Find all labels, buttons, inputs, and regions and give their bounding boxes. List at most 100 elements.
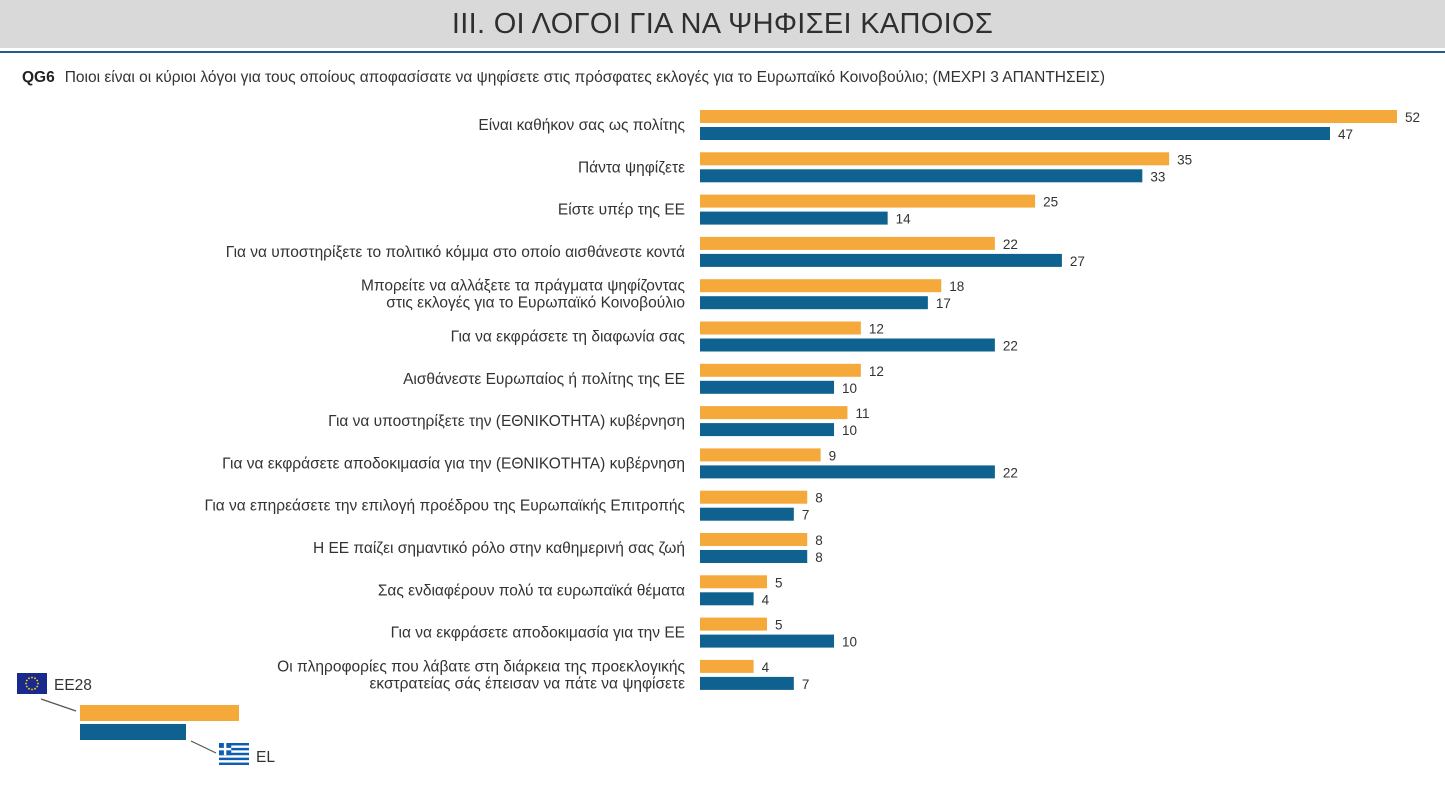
bar-el bbox=[700, 423, 835, 437]
eu-star bbox=[28, 687, 30, 690]
category-label: Για να εκφράσετε αποδοκιμασία για την ΕΕ bbox=[391, 625, 685, 642]
category-label-line: Οι πληροφορίες που λάβατε στη διάρκεια τ… bbox=[277, 658, 685, 675]
value-label-ee28: 18 bbox=[949, 279, 964, 294]
flag-stripe bbox=[219, 752, 249, 756]
eu-flag-icon bbox=[17, 673, 47, 694]
chart-row: Είστε υπέρ της ΕΕ 25 14 bbox=[558, 194, 1058, 227]
question: QG6 Ποιοι είναι οι κύριοι λόγοι για τους … bbox=[22, 69, 1105, 87]
eu-star bbox=[25, 682, 27, 685]
category-label-line: Για να εκφράσετε αποδοκιμασία για την (Ε… bbox=[222, 455, 685, 472]
chart-row: Για να εκφράσετε τη διαφωνία σας 12 22 bbox=[451, 321, 1018, 354]
legend: EE28 EL bbox=[17, 673, 275, 766]
category-label: Για να υποστηρίξετε το πολιτικό κόμμα στ… bbox=[226, 244, 685, 261]
category-label: Μπορείτε να αλλάξετε τα πράγματα ψηφίζον… bbox=[361, 278, 685, 312]
value-label-ee28: 9 bbox=[829, 448, 837, 463]
category-label-line: Πάντα ψηφίζετε bbox=[578, 159, 685, 176]
bar-ee28 bbox=[700, 279, 942, 293]
bar-el bbox=[700, 465, 995, 479]
chart-row: Για να εκφράσετε αποδοκιμασία για την (Ε… bbox=[222, 448, 1018, 480]
flag-stripe bbox=[219, 762, 249, 765]
bar-ee28 bbox=[700, 236, 995, 250]
bar-el bbox=[700, 253, 1062, 267]
eu-star bbox=[36, 679, 39, 682]
value-label-ee28: 12 bbox=[869, 322, 884, 337]
chart-row: Σας ενδιαφέρουν πολύ τα ευρωπαϊκά θέματα… bbox=[378, 575, 783, 607]
value-label-el: 22 bbox=[1003, 339, 1018, 354]
legend-leader-eu28 bbox=[40, 698, 77, 712]
flag-stripe bbox=[219, 757, 249, 761]
legend-label-el: EL bbox=[256, 749, 275, 766]
chart-row: Για να υποστηρίξετε την (ΕΘΝΙΚΟΤΗΤΑ) κυβ… bbox=[328, 406, 869, 438]
greek-flag-icon bbox=[219, 743, 249, 765]
bar-ee28 bbox=[700, 575, 768, 589]
value-label-el: 33 bbox=[1150, 169, 1165, 184]
category-label: Για να υποστηρίξετε την (ΕΘΝΙΚΟΤΗΤΑ) κυβ… bbox=[328, 413, 685, 430]
category-label-line: Αισθάνεστε Ευρωπαίος ή πολίτης της ΕΕ bbox=[403, 371, 685, 388]
value-label-el: 10 bbox=[842, 423, 857, 438]
category-label: Πάντα ψηφίζετε bbox=[578, 159, 685, 176]
chart-row: Οι πληροφορίες που λάβατε στη διάρκεια τ… bbox=[277, 658, 809, 692]
chart-row: Για να επηρεάσετε την επιλογή προέδρου τ… bbox=[204, 490, 823, 523]
eu-star bbox=[34, 687, 36, 690]
category-label: Για να εκφράσετε τη διαφωνία σας bbox=[451, 329, 685, 346]
category-label: Σας ενδιαφέρουν πολύ τα ευρωπαϊκά θέματα bbox=[378, 582, 685, 599]
value-label-el: 22 bbox=[1003, 465, 1018, 480]
value-label-el: 4 bbox=[762, 592, 770, 607]
bar-el bbox=[700, 507, 794, 521]
value-label-el: 10 bbox=[842, 381, 857, 396]
category-label-line: Για να υποστηρίξετε το πολιτικό κόμμα στ… bbox=[226, 244, 685, 261]
question-code: QG6 bbox=[22, 69, 55, 86]
flag-stripe bbox=[219, 747, 249, 751]
bar-el bbox=[700, 380, 835, 394]
chart-row: Αισθάνεστε Ευρωπαίος ή πολίτης της ΕΕ 12 1… bbox=[403, 363, 884, 396]
value-label-ee28: 25 bbox=[1043, 195, 1058, 210]
value-label-ee28: 12 bbox=[869, 364, 884, 379]
bar-ee28 bbox=[700, 363, 861, 377]
category-label: Οι πληροφορίες που λάβατε στη διάρκεια τ… bbox=[277, 658, 685, 692]
bar-el bbox=[700, 676, 794, 690]
value-label-el: 7 bbox=[802, 677, 810, 692]
question-text: Ποιοι είναι οι κύριοι λόγοι για τους οπο… bbox=[64, 69, 1105, 86]
eu-star bbox=[34, 677, 36, 680]
category-label: Αισθάνεστε Ευρωπαίος ή πολίτης της ΕΕ bbox=[403, 371, 685, 388]
value-label-el: 10 bbox=[842, 635, 857, 650]
bar-el bbox=[700, 169, 1143, 183]
category-label: Είστε υπέρ της ΕΕ bbox=[558, 202, 685, 219]
chart-row: Για να εκφράσετε αποδοκιμασία για την ΕΕ… bbox=[391, 617, 857, 650]
category-label-line: εκστρατείας σάς έπεισαν να πάτε να ψηφίσ… bbox=[370, 675, 686, 692]
value-label-el: 8 bbox=[815, 550, 823, 565]
value-label-el: 7 bbox=[802, 508, 810, 523]
header-divider bbox=[0, 51, 1445, 53]
category-label-line: Για να υποστηρίξετε την (ΕΘΝΙΚΟΤΗΤΑ) κυβ… bbox=[328, 413, 685, 430]
eu-star bbox=[25, 685, 28, 688]
category-label: Είναι καθήκον σας ως πολίτης bbox=[478, 117, 685, 134]
bar-el bbox=[700, 127, 1330, 140]
bar-ee28 bbox=[700, 110, 1397, 123]
bar-ee28 bbox=[700, 659, 754, 673]
bar-ee28 bbox=[700, 152, 1170, 166]
section-title: III. ΟΙ ΛΟΓΟΙ ΓΙΑ ΝΑ ΨΗΦΙΣΕΙ ΚΑΠΟΙΟΣ bbox=[451, 8, 994, 40]
value-label-ee28: 8 bbox=[815, 533, 823, 548]
value-label-el: 47 bbox=[1338, 127, 1353, 142]
value-label-el: 14 bbox=[896, 212, 912, 227]
eu-star bbox=[31, 688, 33, 691]
bar-el bbox=[700, 550, 808, 563]
eu-star bbox=[36, 685, 39, 688]
value-label-ee28: 4 bbox=[762, 660, 770, 675]
category-label: Η ΕΕ παίζει σημαντικό ρόλο στην καθημερι… bbox=[313, 540, 685, 557]
bar-ee28 bbox=[700, 406, 848, 420]
category-label-line: Είστε υπέρ της ΕΕ bbox=[558, 202, 685, 219]
value-label-el: 27 bbox=[1070, 254, 1085, 269]
bar-el bbox=[700, 592, 754, 606]
bar-el bbox=[700, 338, 995, 352]
section-header: III. ΟΙ ΛΟΓΟΙ ΓΙΑ ΝΑ ΨΗΦΙΣΕΙ ΚΑΠΟΙΟΣ bbox=[0, 0, 1445, 48]
category-label-line: Η ΕΕ παίζει σημαντικό ρόλο στην καθημερι… bbox=[313, 540, 685, 557]
category-label-line: Είναι καθήκον σας ως πολίτης bbox=[478, 117, 685, 134]
category-label-line: στις εκλογές για το Ευρωπαϊκό Κοινοβούλι… bbox=[386, 295, 685, 312]
bar-ee28 bbox=[700, 194, 1036, 208]
bar-ee28 bbox=[700, 490, 808, 504]
value-label-ee28: 22 bbox=[1003, 237, 1018, 252]
chart-row: Πάντα ψηφίζετε 35 33 bbox=[578, 152, 1192, 184]
